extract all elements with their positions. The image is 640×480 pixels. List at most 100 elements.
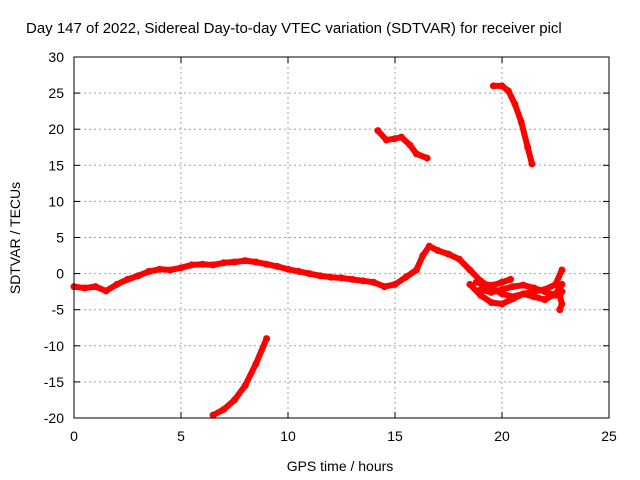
data-point — [177, 264, 185, 272]
data-point — [519, 281, 527, 289]
data-point — [397, 133, 405, 141]
y-axis-label: SDTVAR / TECUs — [7, 182, 23, 294]
data-point — [511, 100, 519, 108]
data-point — [530, 293, 538, 301]
data-point — [156, 265, 164, 273]
data-point — [455, 255, 463, 263]
data-point — [370, 278, 378, 286]
data-point — [423, 154, 431, 162]
x-axis-label: GPS time / hours — [287, 458, 394, 474]
data-point — [348, 275, 356, 283]
data-point — [113, 280, 121, 288]
grid-lines — [74, 57, 609, 418]
data-point — [507, 275, 515, 283]
y-tick-label: 15 — [48, 157, 64, 173]
series-segment — [518, 118, 531, 151]
data-point — [305, 270, 313, 278]
data-point — [188, 261, 196, 269]
data-point — [327, 273, 335, 281]
data-point — [528, 160, 536, 168]
data-point — [519, 290, 527, 298]
x-tick-label: 25 — [601, 428, 617, 444]
data-point — [316, 272, 324, 280]
data-point — [273, 262, 281, 270]
data-point — [556, 291, 564, 299]
chart-title: Day 147 of 2022, Sidereal Day-to-day VTE… — [26, 20, 562, 37]
data-point — [198, 260, 206, 268]
data-point — [498, 82, 506, 90]
data-point — [231, 258, 238, 266]
data-point — [263, 260, 271, 268]
series-segment — [242, 360, 259, 389]
y-tick-label: -20 — [44, 410, 64, 426]
data-point — [241, 382, 249, 390]
data-point — [231, 396, 238, 404]
data-point — [209, 411, 217, 419]
data-point — [481, 280, 489, 288]
data-point — [445, 250, 452, 258]
y-tick-label: 0 — [56, 266, 64, 282]
data-point — [338, 274, 345, 282]
series-segment — [252, 335, 270, 367]
data-point — [252, 258, 260, 266]
data-point — [524, 143, 532, 151]
data-point — [391, 280, 399, 288]
y-tick-label: 25 — [48, 85, 64, 101]
data-point — [263, 335, 271, 343]
data-point — [498, 300, 506, 308]
data-point — [558, 266, 566, 274]
data-point — [145, 267, 153, 275]
axis-ticks: 0 5 10 15 20 25 -20 -15 -10 -5 0 5 10 15 20 25 30 — [44, 49, 617, 444]
y-tick-label: -10 — [44, 338, 64, 354]
data-point — [477, 291, 485, 299]
data-point — [380, 283, 388, 291]
data-point — [541, 296, 549, 304]
data-point — [509, 283, 517, 291]
data-point — [284, 265, 292, 273]
x-tick-label: 5 — [177, 428, 185, 444]
data-point — [241, 257, 249, 265]
x-tick-label: 15 — [387, 428, 403, 444]
y-tick-label: -15 — [44, 374, 64, 390]
data-point — [134, 272, 142, 280]
data-point — [466, 280, 474, 288]
data-point — [489, 82, 497, 90]
data-point — [530, 284, 538, 292]
series-arc-low — [209, 335, 271, 419]
data-point — [124, 275, 131, 283]
y-tick-label: 10 — [48, 193, 64, 209]
data-point — [498, 285, 506, 293]
data-point — [166, 266, 174, 274]
x-tick-label: 10 — [280, 428, 296, 444]
data-point — [541, 288, 549, 296]
data-point — [498, 278, 506, 286]
data-point — [509, 295, 517, 303]
data-point — [487, 298, 495, 306]
data-point — [220, 259, 228, 267]
y-tick-label: 30 — [48, 49, 64, 65]
data-point — [91, 283, 99, 291]
y-tick-label: 20 — [48, 121, 64, 137]
data-point — [252, 360, 260, 368]
data-point — [489, 281, 497, 289]
data-point — [434, 246, 442, 254]
data-point — [374, 127, 382, 135]
data-point — [472, 278, 480, 286]
data-point — [406, 141, 414, 149]
data-point — [504, 87, 512, 95]
series-layer — [70, 82, 566, 419]
data-point — [102, 287, 110, 295]
data-point — [487, 288, 495, 296]
data-point — [556, 306, 564, 314]
data-point — [220, 405, 228, 413]
data-point — [412, 266, 420, 274]
series-arc-high — [489, 82, 536, 168]
data-point — [517, 118, 525, 126]
data-point — [391, 135, 399, 143]
data-point — [209, 261, 217, 269]
series-middle-branch — [477, 281, 566, 299]
data-point — [412, 150, 420, 158]
x-tick-label: 20 — [494, 428, 510, 444]
data-point — [402, 273, 410, 281]
